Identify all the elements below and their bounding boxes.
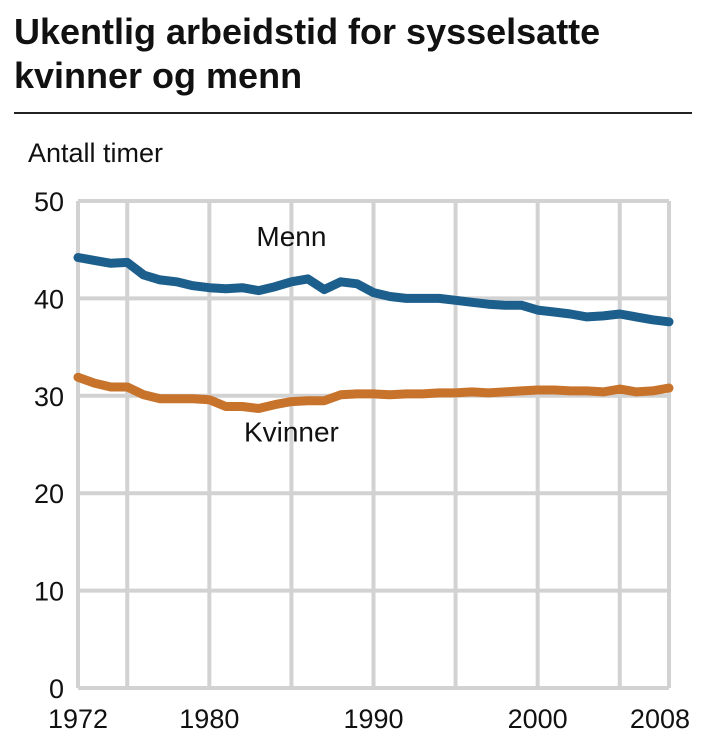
x-axis-ticks: 1972 1980 1990 2000 2008: [48, 704, 690, 734]
series-label-menn: Menn: [256, 221, 326, 252]
series-labels: Menn Kvinner: [244, 221, 339, 448]
series-line-kvinner: [73, 372, 674, 413]
line-chart: 0 10 20 30 40 50 1972 1980 1990 2000 2008 Menn Kvi…: [34, 187, 690, 734]
series-lines: [73, 253, 674, 413]
x-tick-label: 1972: [48, 704, 108, 734]
title-divider: [14, 112, 692, 114]
y-tick-label: 0: [49, 674, 64, 704]
series-label-kvinner: Kvinner: [244, 417, 339, 448]
y-tick-label: 10: [34, 577, 64, 607]
x-tick-label: 2008: [630, 704, 690, 734]
x-tick-label: 1980: [179, 704, 239, 734]
x-tick-label: 1990: [343, 704, 403, 734]
y-tick-label: 30: [34, 382, 64, 412]
y-axis-label: Antall timer: [28, 138, 164, 168]
y-tick-label: 50: [34, 187, 64, 217]
y-tick-label: 20: [34, 479, 64, 509]
grid-lines: [76, 199, 671, 690]
x-tick-label: 2000: [508, 704, 568, 734]
y-axis-ticks: 0 10 20 30 40 50: [34, 187, 64, 704]
chart-title: Ukentlig arbeidstid for sysselsatte kvin…: [14, 11, 601, 96]
y-tick-label: 40: [34, 284, 64, 314]
series-line-menn: [73, 253, 674, 327]
